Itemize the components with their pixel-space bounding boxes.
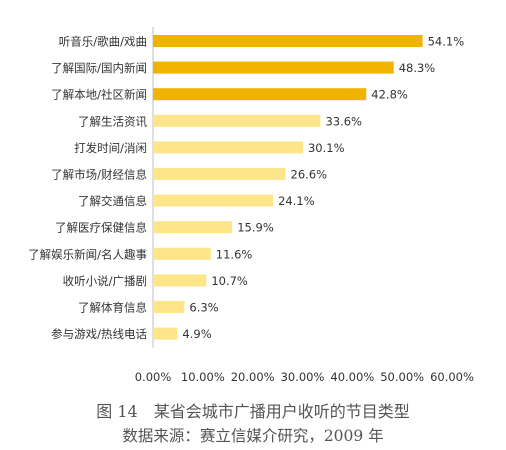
data-label: 6.3% [189, 301, 218, 315]
bar [153, 88, 367, 101]
x-tick-label: 20.00% [231, 370, 275, 384]
category-label: 听音乐/歌曲/戏曲 [59, 35, 147, 49]
x-tick-label: 60.00% [430, 370, 474, 384]
category-label: 了解本地/社区新闻 [51, 88, 147, 102]
category-label: 了解国际/国内新闻 [51, 61, 147, 75]
x-tick-label: 50.00% [380, 370, 424, 384]
bar [153, 301, 185, 313]
data-label: 54.1% [428, 35, 465, 49]
category-label: 了解交通信息 [78, 194, 147, 208]
bar [153, 327, 178, 340]
x-tick-label: 40.00% [330, 370, 374, 384]
data-source-note: 数据来源：赛立信媒介研究，2009 年 [122, 427, 384, 445]
x-tick-label: 30.00% [281, 370, 325, 384]
bar [153, 168, 286, 180]
category-label: 参与游戏/热线电话 [51, 327, 147, 341]
category-label: 了解医疗保健信息 [55, 221, 147, 235]
data-label: 4.9% [182, 327, 211, 341]
bar [153, 194, 274, 207]
data-label: 10.7% [211, 274, 248, 288]
bar [153, 274, 207, 287]
category-label: 了解生活资讯 [78, 114, 147, 128]
bar [153, 114, 321, 127]
data-label: 26.6% [291, 168, 328, 182]
figure-caption: 图 14 某省会城市广播用户收听的节目类型 [96, 402, 410, 421]
category-label: 了解体育信息 [78, 301, 147, 315]
x-tick-label: 0.00% [135, 370, 172, 384]
bar [153, 247, 211, 260]
data-label: 15.9% [237, 221, 274, 235]
category-label: 收听小说/广播剧 [63, 274, 147, 288]
data-label: 11.6% [216, 247, 253, 261]
bar [153, 61, 394, 74]
data-label: 42.8% [371, 88, 408, 102]
data-label: 33.6% [325, 114, 362, 128]
bar-chart: 听音乐/歌曲/戏曲 54.1% 了解国际/国内新闻 48.3% 了解本地/社区新闻 42.… [28, 27, 474, 384]
data-label: 48.3% [399, 61, 436, 75]
category-label: 打发时间/消闲 [74, 141, 147, 155]
data-label: 24.1% [278, 194, 315, 208]
x-tick-label: 10.00% [181, 370, 225, 384]
data-label: 30.1% [308, 141, 345, 155]
bar [153, 221, 233, 234]
bar [153, 141, 303, 154]
category-label: 了解娱乐新闻/名人趣事 [28, 247, 147, 261]
bar [153, 35, 423, 47]
category-label: 了解市场/财经信息 [51, 168, 147, 182]
